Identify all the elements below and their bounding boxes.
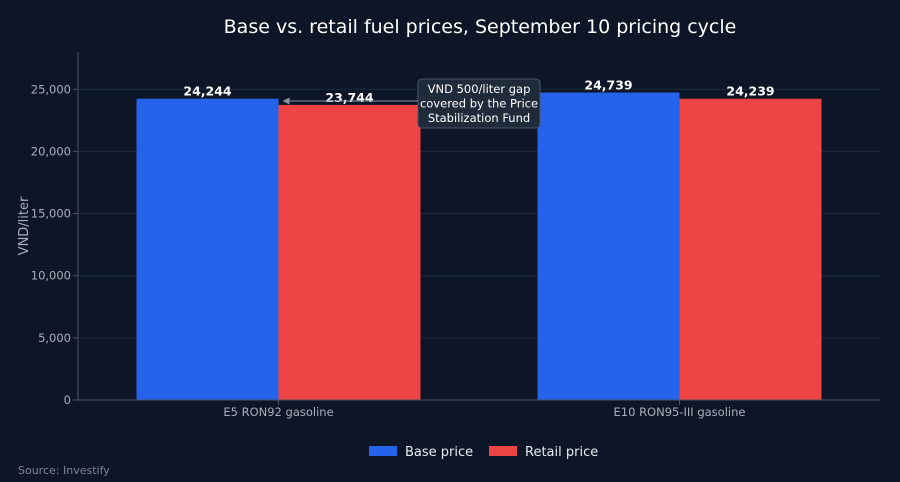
annotation-text: VND 500/liter gap: [428, 82, 531, 96]
source-note: Source: Investify: [18, 464, 110, 477]
data-label: 24,239: [726, 84, 774, 99]
annotation-text: Stabilization Fund: [428, 111, 530, 125]
y-tick-label: 15,000: [31, 207, 71, 221]
chart-title: Base vs. retail fuel prices, September 1…: [224, 16, 737, 38]
y-tick-label: 20,000: [31, 144, 71, 158]
bar-retail-0: [278, 104, 421, 401]
legend-item-base-price[interactable]: Base price: [369, 445, 473, 460]
y-axis-title: VND/liter: [17, 196, 32, 255]
x-tick-label: E10 RON95-III gasoline: [614, 405, 746, 419]
legend-label: Base price: [405, 445, 473, 460]
annotation-box: [417, 78, 541, 129]
data-label: 24,739: [584, 78, 632, 93]
data-label: 23,744: [325, 90, 374, 105]
legend-swatch: [369, 446, 397, 456]
legend-item-retail-price[interactable]: Retail price: [489, 445, 598, 460]
legend-label: Retail price: [525, 445, 598, 460]
bars-layer: [136, 92, 822, 401]
y-tick-label: 0: [64, 393, 71, 407]
x-tick-label: E5 RON92 gasoline: [223, 405, 333, 419]
data-label: 24,244: [183, 84, 232, 99]
bar-base-1: [537, 92, 680, 400]
y-tick-label: 25,000: [31, 82, 71, 96]
bar-base-0: [136, 98, 279, 401]
legend-swatch: [489, 446, 517, 456]
y-tick-label: 5,000: [38, 331, 71, 345]
legend[interactable]: Base price Retail price: [369, 445, 598, 460]
axis-layer: 0 5,000 10,000 15,000 20,000 25,000 E5 RON92 g…: [31, 52, 880, 419]
y-tick-label: 10,000: [31, 269, 71, 283]
annotation-arrowhead: [282, 97, 290, 105]
annotation-text: covered by the Price: [420, 97, 538, 111]
bar-retail-1: [679, 98, 822, 400]
